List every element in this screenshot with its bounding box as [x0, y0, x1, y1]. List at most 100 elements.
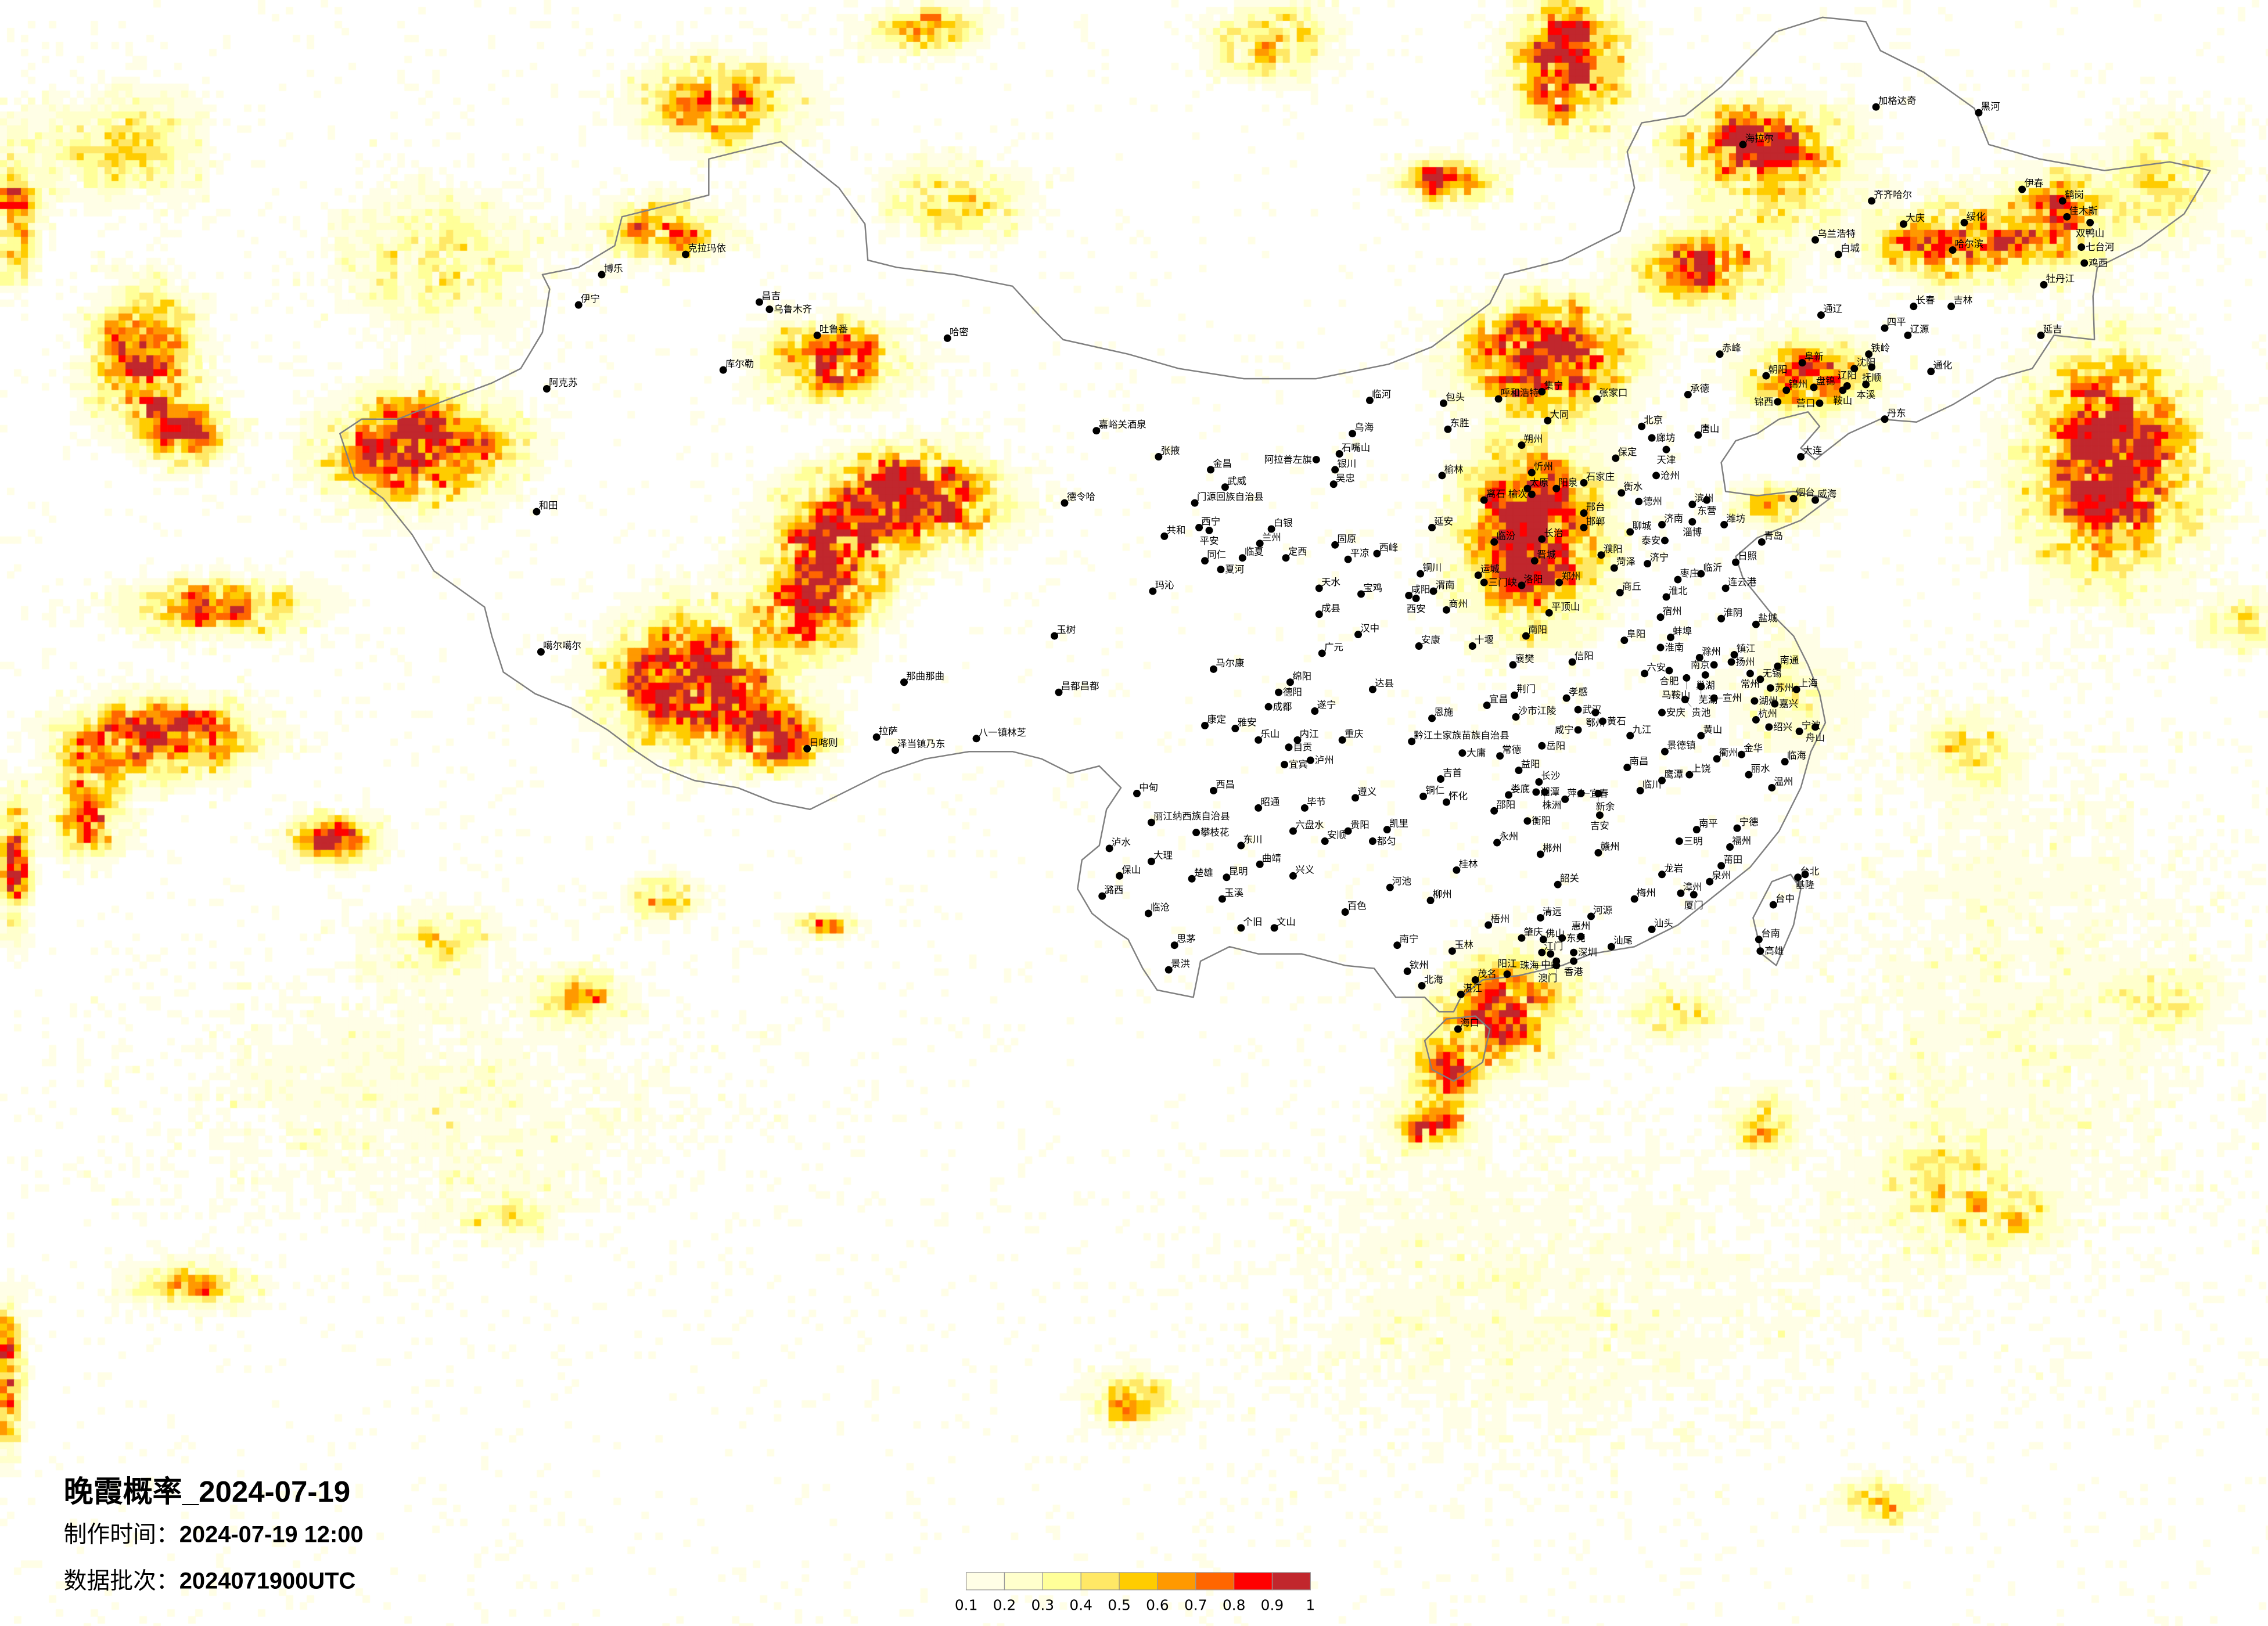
city-label: 天津	[1657, 455, 1676, 466]
city-label: 八一镇林芝	[979, 727, 1026, 738]
city-label: 银川	[1337, 458, 1356, 469]
city-dot	[1532, 788, 1540, 796]
city-label: 巢湖	[1696, 680, 1715, 691]
city-label: 黔江土家族苗族自治县	[1414, 730, 1509, 741]
city-label: 常德	[1502, 744, 1521, 756]
city-label: 江门	[1544, 941, 1563, 952]
city-dot	[1205, 526, 1213, 534]
city-label: 赤峰	[1722, 343, 1741, 354]
city-dot	[1457, 990, 1465, 998]
city-dot	[1523, 484, 1532, 492]
city-label: 临汾	[1496, 530, 1515, 541]
city-label: 东川	[1243, 834, 1263, 845]
city-dot	[1195, 523, 1203, 531]
legend-label: 0.4	[1069, 1597, 1092, 1614]
legend-swatch	[1004, 1572, 1043, 1591]
city-dot	[1344, 555, 1352, 563]
city-dot	[1555, 578, 1563, 587]
city-dot	[1552, 484, 1561, 492]
city-dot	[1221, 483, 1229, 491]
city-dot	[1515, 767, 1523, 775]
city-label: 吐鲁番	[820, 323, 848, 334]
city-dot	[1717, 862, 1726, 870]
city-label: 宜昌	[1489, 694, 1508, 705]
city-label: 长沙	[1541, 771, 1561, 782]
city-label: 湘潭	[1540, 786, 1559, 797]
city-dot	[1577, 789, 1585, 797]
city-dot	[1061, 499, 1069, 507]
city-label: 滁州	[1702, 646, 1721, 657]
city-dot	[1716, 350, 1724, 358]
city-dot	[1574, 706, 1582, 714]
city-dot	[1697, 682, 1705, 690]
city-label: 河池	[1392, 876, 1411, 887]
city-label: 南平	[1699, 818, 1718, 829]
city-label: 岳阳	[1546, 740, 1565, 751]
city-dot	[1612, 454, 1620, 462]
city-label: 温州	[1774, 776, 1793, 787]
city-label: 白城	[1841, 243, 1860, 254]
city-dot	[1598, 717, 1606, 725]
city-dot	[1580, 523, 1588, 531]
city-label: 莆田	[1723, 854, 1742, 865]
city-label: 都匀	[1377, 836, 1396, 847]
city-dot	[1496, 752, 1504, 760]
city-label: 汕头	[1654, 918, 1673, 929]
city-dot	[1781, 758, 1789, 766]
city-dot	[2058, 197, 2066, 205]
city-label: 曲靖	[1262, 852, 1281, 864]
city-dot	[1344, 827, 1352, 835]
city-dot	[1098, 892, 1106, 900]
city-label: 河源	[1593, 905, 1612, 916]
city-dot	[1538, 742, 1546, 750]
city-dot	[1697, 570, 1705, 578]
city-dot	[1512, 713, 1520, 721]
city-dot	[1354, 631, 1362, 639]
city-dot	[1635, 498, 1643, 506]
city-label: 德阳	[1283, 687, 1302, 698]
city-dot	[1665, 667, 1673, 675]
city-dot	[1133, 789, 1141, 797]
city-label: 昌都昌都	[1061, 681, 1099, 692]
city-dot	[1201, 721, 1209, 729]
city-label: 康定	[1207, 714, 1226, 725]
city-dot	[1810, 383, 1818, 391]
city-dot	[1762, 372, 1770, 380]
city-dot	[1658, 708, 1666, 717]
city-dot	[1518, 581, 1526, 589]
city-dot	[1357, 590, 1365, 598]
city-label: 铜仁	[1425, 785, 1444, 796]
city-dot	[1417, 570, 1425, 578]
city-dot	[1217, 566, 1225, 574]
city-label: 伊春	[2024, 178, 2043, 189]
city-dot	[1817, 311, 1825, 319]
city-dot	[1816, 399, 1824, 407]
city-label: 哈密	[950, 326, 969, 337]
city-label: 辽源	[1910, 323, 1929, 334]
city-dot	[1562, 694, 1570, 702]
city-label: 潍坊	[1726, 513, 1745, 524]
city-dot	[1638, 422, 1646, 430]
city-label: 毕节	[1307, 796, 1326, 807]
city-dot	[1368, 685, 1376, 693]
city-label: 上海	[1799, 678, 1818, 689]
city-label: 衡水	[1624, 481, 1643, 492]
city-dot	[1554, 880, 1562, 888]
city-label: 遂宁	[1317, 700, 1336, 711]
city-dot	[1523, 817, 1532, 825]
city-label: 南京	[1691, 659, 1710, 670]
legend-label: 1	[1306, 1597, 1315, 1614]
city-label: 牡丹江	[2046, 273, 2075, 284]
city-label: 大庆	[1906, 213, 1925, 224]
city-dot	[1509, 661, 1517, 669]
city-dot	[1769, 901, 1777, 909]
city-dot	[1658, 776, 1666, 785]
city-label: 晋城	[1537, 549, 1556, 560]
city-dot	[1949, 246, 1957, 254]
city-label: 定西	[1288, 546, 1307, 557]
city-label: 柳州	[1433, 889, 1452, 900]
city-dot	[1365, 396, 1374, 404]
city-dot	[1285, 743, 1293, 751]
city-label: 濮阳	[1604, 544, 1623, 555]
